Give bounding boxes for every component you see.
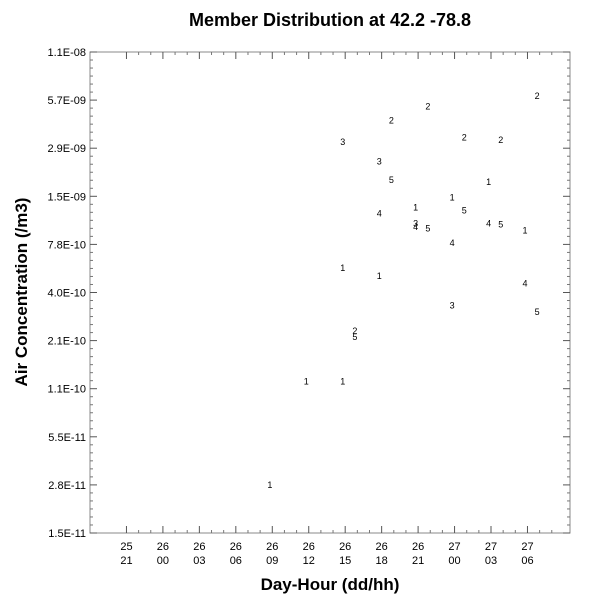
data-point-member-2: 2 bbox=[462, 133, 467, 143]
data-point-member-5: 5 bbox=[535, 307, 540, 317]
chart-title: Member Distribution at 42.2 -78.8 bbox=[189, 10, 471, 30]
data-point-member-4: 4 bbox=[486, 218, 491, 228]
data-point-member-1: 1 bbox=[340, 376, 345, 386]
data-point-member-1: 1 bbox=[267, 480, 272, 490]
x-tick-hour: 03 bbox=[193, 555, 205, 567]
data-point-member-1: 1 bbox=[304, 376, 309, 386]
y-tick-label: 1.5E-11 bbox=[48, 528, 86, 540]
y-tick-label: 2.9E-09 bbox=[47, 143, 86, 155]
y-tick-label: 2.1E-10 bbox=[47, 336, 86, 348]
x-axis: 2521260026032606260926122615261826212700… bbox=[120, 52, 553, 567]
x-tick-day: 25 bbox=[120, 541, 132, 553]
y-tick-label: 5.7E-09 bbox=[47, 95, 86, 107]
data-point-member-1: 1 bbox=[377, 271, 382, 281]
x-tick-day: 27 bbox=[448, 541, 460, 553]
y-tick-label: 1.5E-09 bbox=[47, 191, 86, 203]
x-tick-hour: 15 bbox=[339, 555, 351, 567]
y-tick-label: 5.5E-11 bbox=[48, 432, 86, 444]
data-point-member-2: 2 bbox=[498, 135, 503, 145]
y-axis-label: Air Concentration (/m3) bbox=[12, 198, 31, 387]
data-point-member-3: 3 bbox=[377, 156, 382, 166]
y-tick-label: 7.8E-10 bbox=[47, 239, 86, 251]
data-point-member-5: 5 bbox=[498, 220, 503, 230]
x-axis-label: Day-Hour (dd/hh) bbox=[261, 575, 400, 594]
x-tick-day: 26 bbox=[230, 541, 242, 553]
x-tick-day: 26 bbox=[412, 541, 424, 553]
y-tick-label: 4.0E-10 bbox=[47, 288, 86, 300]
data-point-member-4: 4 bbox=[450, 238, 455, 248]
x-tick-hour: 09 bbox=[266, 555, 278, 567]
x-tick-day: 27 bbox=[485, 541, 497, 553]
data-point-member-1: 1 bbox=[340, 263, 345, 273]
data-point-member-5: 5 bbox=[352, 332, 357, 342]
x-tick-hour: 12 bbox=[303, 555, 315, 567]
data-point-member-3: 3 bbox=[413, 218, 418, 228]
data-point-member-1: 1 bbox=[486, 177, 491, 187]
data-point-member-1: 1 bbox=[450, 192, 455, 202]
plot-area bbox=[89, 51, 571, 534]
y-tick-label: 2.8E-11 bbox=[48, 480, 86, 492]
x-tick-hour: 03 bbox=[485, 555, 497, 567]
data-point-member-1: 1 bbox=[523, 226, 528, 236]
x-tick-day: 26 bbox=[303, 541, 315, 553]
data-point-member-2: 2 bbox=[425, 102, 430, 112]
data-point-member-3: 3 bbox=[340, 137, 345, 147]
data-point-member-4: 4 bbox=[523, 278, 528, 288]
x-tick-hour: 18 bbox=[376, 555, 388, 567]
data-point-member-2: 2 bbox=[535, 91, 540, 101]
x-tick-day: 26 bbox=[266, 541, 278, 553]
data-point-member-3: 3 bbox=[450, 300, 455, 310]
x-tick-day: 26 bbox=[339, 541, 351, 553]
data-point-member-4: 4 bbox=[377, 209, 382, 219]
data-point-member-5: 5 bbox=[425, 223, 430, 233]
data-point-member-5: 5 bbox=[389, 175, 394, 185]
x-tick-hour: 00 bbox=[448, 555, 460, 567]
x-tick-hour: 21 bbox=[120, 555, 132, 567]
x-tick-day: 27 bbox=[521, 541, 533, 553]
data-point-member-2: 2 bbox=[389, 115, 394, 125]
data-point-member-4: 4 bbox=[413, 222, 418, 232]
y-tick-label: 1.1E-08 bbox=[47, 47, 86, 59]
x-tick-hour: 06 bbox=[230, 555, 242, 567]
x-tick-day: 26 bbox=[157, 541, 169, 553]
y-axis: 1.1E-08 5.7E-09 2.9E-09 1.5E-09 7.8E-10 4.0E-… bbox=[47, 47, 570, 540]
x-tick-day: 26 bbox=[193, 541, 205, 553]
data-point-member-1: 1 bbox=[413, 203, 418, 213]
data-point-member-2: 2 bbox=[352, 326, 357, 336]
x-tick-hour: 06 bbox=[521, 555, 533, 567]
x-tick-hour: 00 bbox=[157, 555, 169, 567]
data-point-member-5: 5 bbox=[462, 206, 467, 216]
x-tick-day: 26 bbox=[376, 541, 388, 553]
y-tick-label: 1.1E-10 bbox=[47, 384, 86, 396]
x-tick-hour: 21 bbox=[412, 555, 424, 567]
